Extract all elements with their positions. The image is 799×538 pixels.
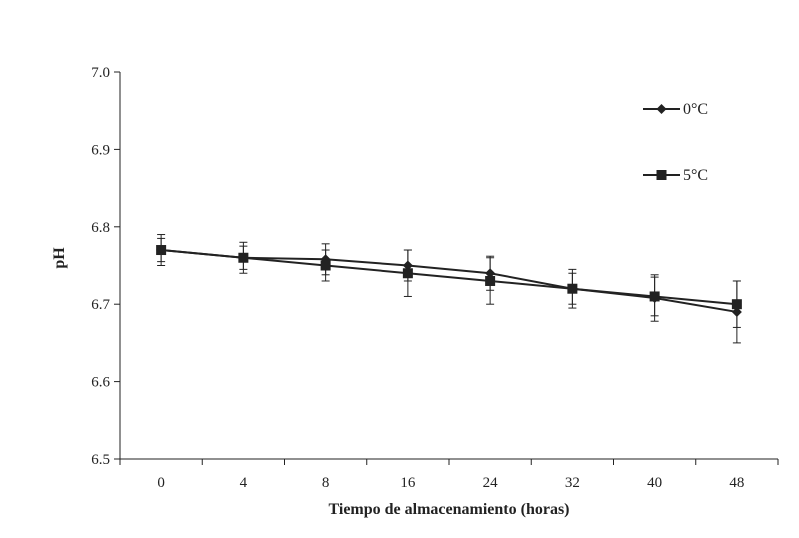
data-point <box>320 260 331 271</box>
legend-label: 5°C <box>683 167 708 184</box>
x-tick-label: 16 <box>400 475 416 491</box>
legend-label: 0°C <box>683 101 708 118</box>
series-layer <box>156 234 742 344</box>
data-point <box>567 283 578 294</box>
data-point <box>402 268 413 279</box>
y-ticks: 6.5 6.6 6.7 6.8 6.9 7.0 <box>91 65 120 468</box>
data-point <box>238 252 249 263</box>
x-axis-title: Tiempo de almacenamiento (horas) <box>328 501 569 518</box>
x-ticks: 0 4 8 16 24 32 40 48 <box>119 459 779 491</box>
series-line <box>161 249 737 306</box>
series-2 <box>156 237 742 328</box>
legend-item: 5°C <box>643 167 708 184</box>
x-tick-label: 0 <box>157 475 165 491</box>
y-tick-label: 7.0 <box>91 65 110 81</box>
data-point <box>731 299 742 310</box>
y-tick-label: 6.9 <box>91 142 110 158</box>
x-tick-label: 4 <box>240 475 248 491</box>
y-tick-label: 6.7 <box>91 297 110 313</box>
y-axis-title: pH <box>51 247 68 269</box>
y-tick-label: 6.8 <box>91 220 110 236</box>
legend-marker <box>656 170 667 180</box>
series-1 <box>156 234 742 344</box>
x-tick-label: 40 <box>647 475 662 491</box>
data-point <box>485 275 496 286</box>
x-tick-label: 8 <box>322 475 330 491</box>
x-tick-label: 24 <box>483 475 499 491</box>
x-tick-label: 32 <box>565 475 580 491</box>
x-tick-label: 48 <box>729 475 744 491</box>
legend: 0°C 5°C <box>643 101 708 184</box>
legend-marker <box>656 104 667 114</box>
y-tick-label: 6.5 <box>91 452 110 468</box>
data-point <box>649 291 660 302</box>
axes <box>119 72 778 460</box>
series-line <box>161 249 738 313</box>
legend-item: 0°C <box>643 101 708 118</box>
y-tick-label: 6.6 <box>91 375 110 391</box>
data-point <box>156 245 167 256</box>
